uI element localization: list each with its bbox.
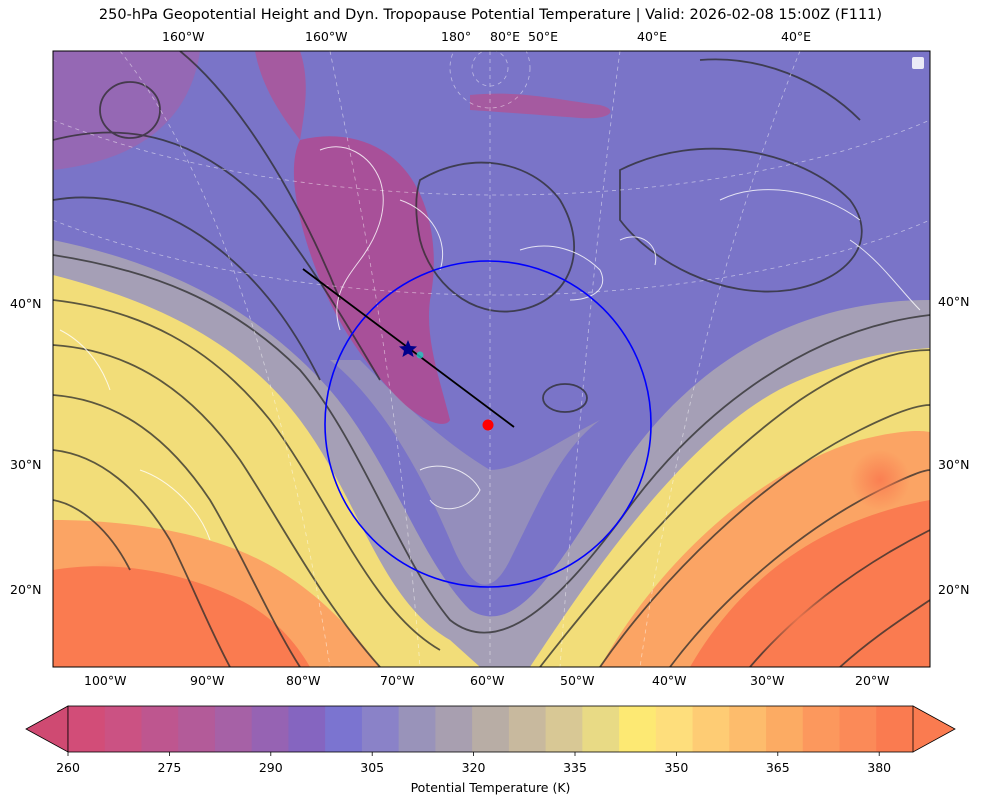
- colorbar-label: Potential Temperature (K): [410, 780, 571, 795]
- colorbar-bin: [68, 706, 106, 752]
- lon-tick-bottom: 70°W: [380, 673, 415, 688]
- colorbar-bin: [251, 706, 289, 752]
- colorbar-tick-label: 260: [56, 760, 80, 775]
- lon-tick-top: 40°E: [637, 29, 668, 44]
- lon-tick-top: 80°E: [490, 29, 521, 44]
- colorbar-bin: [178, 706, 216, 752]
- chart-title: 250-hPa Geopotential Height and Dyn. Tro…: [98, 7, 883, 23]
- colorbar-bin: [729, 706, 767, 752]
- lat-tick-left: 40°N: [10, 296, 42, 311]
- lon-tick-top: 40°E: [781, 29, 812, 44]
- colorbar-bin: [692, 706, 730, 752]
- range-circle: [324, 260, 652, 588]
- map-panel: [53, 51, 930, 667]
- colorbar-bin: [472, 706, 510, 752]
- colorbar-bin: [876, 706, 914, 752]
- colorbar-bin: [582, 706, 620, 752]
- graticule: [53, 51, 930, 667]
- colorbar-bin: [435, 706, 473, 752]
- colorbar-frame: [67, 705, 914, 753]
- colorbar-tick-label: 290: [258, 760, 283, 775]
- colorbar: [25, 705, 956, 756]
- lat-tick-right: 20°N: [938, 582, 970, 597]
- pv-streamer-north: [255, 51, 306, 140]
- trough-gray-fill: [330, 360, 600, 585]
- colorbar-bin: [508, 706, 547, 752]
- lon-tick-top: 160°W: [162, 29, 205, 44]
- lat-tick-left: 30°N: [10, 457, 42, 472]
- title-main: 250-hPa Geopotential Height and Dyn. Tro…: [98, 7, 631, 23]
- colorbar-bin: [325, 706, 363, 752]
- colorbar-tick-label: 275: [157, 760, 182, 775]
- lat-tick-left: 20°N: [10, 582, 42, 597]
- pv-streamer-northeast: [470, 93, 611, 119]
- warm-spot-west: [70, 560, 150, 640]
- colorbar-extend-high: [912, 705, 956, 753]
- lon-tick-bottom: 30°W: [750, 673, 785, 688]
- title-valid: Valid: 2026-02-08 15:00Z (F111): [645, 7, 883, 23]
- lon-tick-bottom: 40°W: [652, 673, 687, 688]
- lat-tick-right: 40°N: [938, 294, 970, 309]
- colorbar-extend-low: [25, 705, 69, 753]
- cyan-marker: [416, 351, 424, 359]
- colorbar-bin: [288, 706, 326, 752]
- lat-tick-right: 30°N: [938, 457, 970, 472]
- colorbar-tick-label: 305: [360, 760, 385, 775]
- colorbar-bin: [398, 706, 436, 752]
- coastlines: [59, 146, 921, 541]
- colorbar-bin: [766, 706, 804, 752]
- colorbar-tick-label: 350: [664, 760, 689, 775]
- colorbar-bin: [104, 706, 142, 752]
- colorbar-bin: [839, 706, 877, 752]
- star-marker: [399, 340, 417, 357]
- lon-tick-bottom: 80°W: [286, 673, 321, 688]
- lon-tick-bottom: 90°W: [190, 673, 225, 688]
- lon-tick-bottom: 100°W: [84, 673, 127, 688]
- colorbar-bin: [214, 706, 253, 752]
- colorbar-bin: [619, 706, 657, 752]
- warm-spot-far-east: [850, 450, 910, 510]
- colorbar-bin: [655, 706, 694, 752]
- warm-spot-east: [750, 570, 850, 667]
- colorbar-bin: [361, 706, 400, 752]
- lon-tick-bottom: 50°W: [560, 673, 595, 688]
- colorbar-tick-label: 320: [461, 760, 486, 775]
- colorbar-tick-label: 365: [765, 760, 790, 775]
- pv-streamer-nw: [53, 51, 200, 170]
- colorbar-tick-label: 380: [867, 760, 892, 775]
- lon-tick-bottom: 60°W: [470, 673, 505, 688]
- map-frame: [52, 50, 931, 668]
- height-contours: [53, 51, 930, 667]
- colorbar-tick-label: 335: [563, 760, 587, 775]
- center-marker: [482, 419, 494, 431]
- colorbar-bin: [802, 706, 841, 752]
- lon-tick-top: 180°: [441, 29, 472, 44]
- lon-tick-top: 160°W: [305, 29, 348, 44]
- colorbar-bin: [141, 706, 179, 752]
- lon-tick-top: 50°E: [528, 29, 559, 44]
- colorbar-bin: [545, 706, 583, 752]
- legend-box: [912, 57, 924, 69]
- lon-tick-bottom: 20°W: [855, 673, 890, 688]
